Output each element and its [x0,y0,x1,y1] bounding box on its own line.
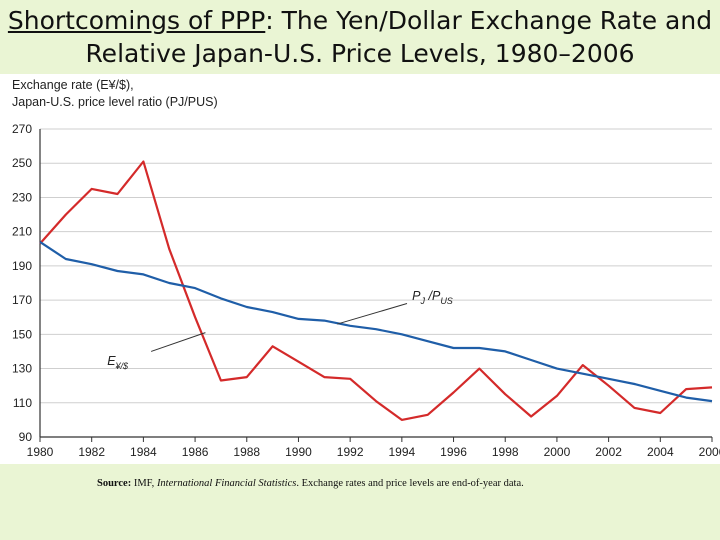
y-tick-label-110: 110 [13,396,32,410]
x-tick-label-2004: 2004 [647,445,674,459]
x-tick-label-2000: 2000 [544,445,571,459]
x-tick-label-1998: 1998 [492,445,519,459]
grid [40,128,712,404]
y-tick-label-190: 190 [12,259,32,273]
y-axis-label-line-2: Japan-U.S. price level ratio (PJ/PUS) [12,95,218,109]
x-tick-label-1992: 1992 [337,445,364,459]
slide-title: Shortcomings of PPP: The Yen/Dollar Exch… [0,4,720,70]
source-text-2: . Exchange rates and price levels are en… [296,478,524,489]
price-ratio-label: PJ /PUS [412,289,453,306]
tick-labels: 90 110 130 150 170 190 210 230 250 270 1980 1982 198… [12,122,720,459]
price-level-ratio-line [39,240,713,403]
source-text-1: IMF, [131,478,157,489]
chart-panel: Exchange rate (E¥/$), Japan-U.S. price l… [0,74,720,464]
y-tick-label-170: 170 [12,293,32,307]
exchange-rate-label: E¥/$ [107,354,129,371]
x-tick-label-2002: 2002 [595,445,622,459]
slide-title-rest: : The Yen/Dollar Exchange Rate and [265,6,713,35]
series-lines [39,160,713,421]
exchange-rate-leader-line [150,332,206,352]
x-tick-label-1982: 1982 [78,445,105,459]
x-tick-label-1996: 1996 [440,445,467,459]
y-tick-label-130: 130 [12,362,32,376]
x-tick-label-1994: 1994 [388,445,415,459]
chart: Exchange rate (E¥/$), Japan-U.S. price l… [12,78,720,459]
y-axis-label-line-1: Exchange rate (E¥/$), [12,78,134,92]
x-tick-label-1988: 1988 [233,445,260,459]
y-tick-label-210: 210 [12,225,32,239]
price-ratio-leader-line [337,303,408,325]
axes [39,129,713,442]
source-note: Source: IMF, International Financial Sta… [97,478,524,489]
slide-title-line-2: Relative Japan-U.S. Price Levels, 1980–2… [85,39,635,68]
slide-title-link[interactable]: Shortcomings of PPP [7,6,266,35]
annotations: PJ /PUS E¥/$ [107,289,453,371]
y-tick-label-90: 90 [19,430,33,444]
y-tick-label-250: 250 [12,156,32,170]
x-tick-label-1984: 1984 [130,445,157,459]
source-publication: International Financial Statistics [156,478,297,489]
y-tick-label-230: 230 [12,190,32,204]
x-tick-label-1986: 1986 [182,445,209,459]
y-tick-label-270: 270 [12,122,32,136]
x-tick-label-1990: 1990 [285,445,312,459]
exchange-rate-line [39,160,713,421]
y-axis-label: Exchange rate (E¥/$), Japan-U.S. price l… [12,78,218,109]
x-tick-label-1980: 1980 [27,445,54,459]
slide-title-line-1: Shortcomings of PPP: The Yen/Dollar Exch… [0,4,720,37]
source-label: Source: [97,478,132,489]
y-tick-label-150: 150 [12,327,32,341]
x-tick-label-2006: 2006 [699,445,720,459]
